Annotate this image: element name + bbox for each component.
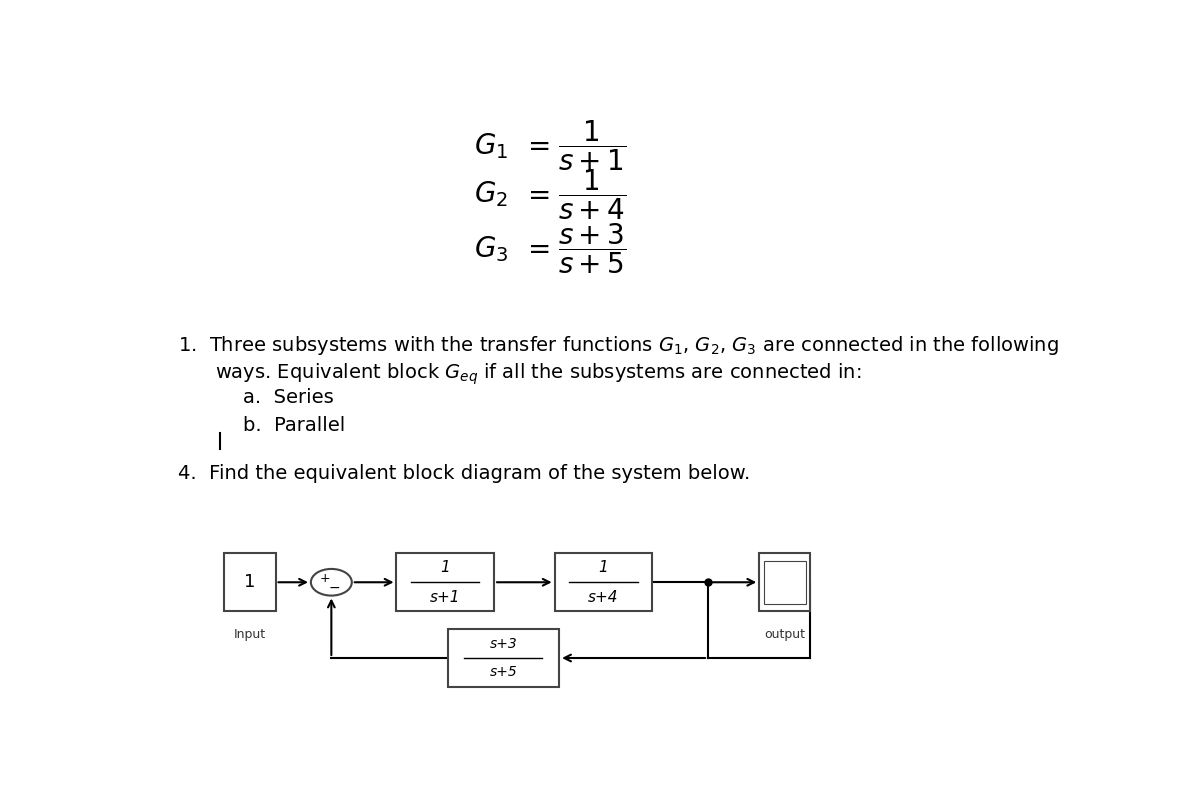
Text: Input: Input: [234, 628, 266, 641]
Text: s+3: s+3: [490, 637, 517, 651]
Text: 1: 1: [599, 560, 608, 575]
Bar: [554, 553, 653, 611]
Text: $G_2$: $G_2$: [474, 179, 508, 209]
Text: $=$: $=$: [522, 235, 550, 263]
Text: $\dfrac{s+3}{s+5}$: $\dfrac{s+3}{s+5}$: [558, 222, 626, 276]
Text: $\dfrac{1}{s+4}$: $\dfrac{1}{s+4}$: [558, 167, 626, 222]
Text: s+1: s+1: [430, 589, 461, 604]
Text: output: output: [764, 628, 805, 641]
Text: $G_1$: $G_1$: [474, 131, 508, 161]
Text: a.  Series: a. Series: [242, 388, 334, 408]
Text: s+5: s+5: [490, 665, 517, 679]
Text: $=$: $=$: [522, 132, 550, 160]
Bar: [224, 553, 276, 611]
Text: $G_3$: $G_3$: [474, 234, 508, 264]
Text: 1: 1: [440, 560, 450, 575]
Bar: [448, 630, 559, 687]
Text: 4.  Find the equivalent block diagram of the system below.: 4. Find the equivalent block diagram of …: [178, 464, 750, 483]
Text: 1: 1: [245, 573, 256, 591]
Text: s+4: s+4: [588, 589, 619, 604]
Text: $=$: $=$: [522, 181, 550, 208]
Text: b.  Parallel: b. Parallel: [242, 416, 346, 434]
Text: 1.  Three subsystems with the transfer functions $G_1$, $G_2$, $G_3$ are connect: 1. Three subsystems with the transfer fu…: [178, 334, 1058, 357]
Bar: [764, 561, 805, 604]
Text: $\dfrac{1}{s+1}$: $\dfrac{1}{s+1}$: [558, 119, 626, 173]
Bar: [760, 553, 810, 611]
Text: ways. Equivalent block $G_{eq}$ if all the subsystems are connected in:: ways. Equivalent block $G_{eq}$ if all t…: [215, 361, 862, 386]
Text: −: −: [329, 581, 340, 595]
Bar: [396, 553, 494, 611]
Text: +: +: [319, 572, 330, 585]
